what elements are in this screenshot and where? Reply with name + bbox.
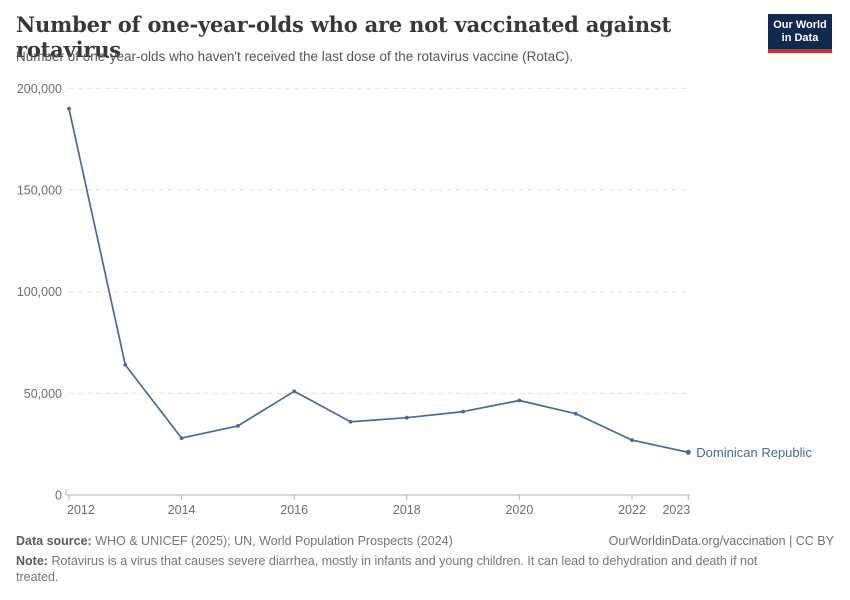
page-title: Number of one-year-olds who are not vacc… [16,12,672,62]
data-point[interactable] [179,436,184,440]
data-point[interactable] [67,106,71,111]
data-point[interactable] [292,389,297,394]
x-axis-tick-label: 2020 [505,503,533,517]
y-axis-tick-label: 150,000 [17,184,62,198]
data-source-text: WHO & UNICEF (2025); UN, World Populatio… [95,534,453,548]
data-point[interactable] [630,438,634,442]
data-point[interactable] [685,449,691,455]
data-point[interactable] [461,409,465,414]
note-text: Rotavirus is a virus that causes severe … [16,553,758,585]
owid-attribution-link[interactable]: OurWorldinData.org/vaccination | CC BY [608,534,834,548]
owid-logo[interactable]: Our World in Data [768,14,832,53]
x-axis-tick-label: 2014 [168,503,196,517]
owid-logo-line1: Our World [773,18,827,31]
x-axis-tick-label: 2012 [67,503,95,517]
y-axis-tick-label: 100,000 [17,285,62,299]
chart-note: Note: Rotavirus is a virus that causes s… [16,553,796,586]
x-axis-tick-label: 2018 [393,503,421,517]
note-label: Note: [16,553,48,568]
owid-logo-line2: in Data [781,31,819,44]
chart-svg: 0 50,000 100,000 150,000 200,000 2012 2014 2016… [17,82,813,517]
data-point[interactable] [348,419,353,424]
data-point[interactable] [123,363,128,367]
y-axis-tick-label: 200,000 [17,82,62,96]
x-axis-tick-label: 2023 [662,503,690,517]
source-row: Data source: WHO & UNICEF (2025); UN, Wo… [16,533,834,550]
x-axis-tick-label: 2016 [280,503,308,517]
series-end-label[interactable]: Dominican Republic [696,445,812,460]
y-axis-tick-label: 50,000 [24,387,62,401]
line-chart: 0 50,000 100,000 150,000 200,000 2012 2014 2016… [0,80,850,526]
line-series[interactable] [68,107,690,454]
data-source: Data source: WHO & UNICEF (2025); UN, Wo… [16,533,453,550]
data-point[interactable] [517,398,522,403]
data-source-label: Data source: [16,534,92,548]
data-point[interactable] [404,415,409,420]
y-axis-tick-label: 0 [55,489,62,503]
chart-footer: Data source: WHO & UNICEF (2025); UN, Wo… [16,533,834,586]
data-point[interactable] [236,424,240,428]
chart-subtitle: Number of one-year-olds who haven't rece… [16,49,574,64]
data-point[interactable] [573,411,578,416]
x-axis-tick-label: 2022 [618,503,646,517]
